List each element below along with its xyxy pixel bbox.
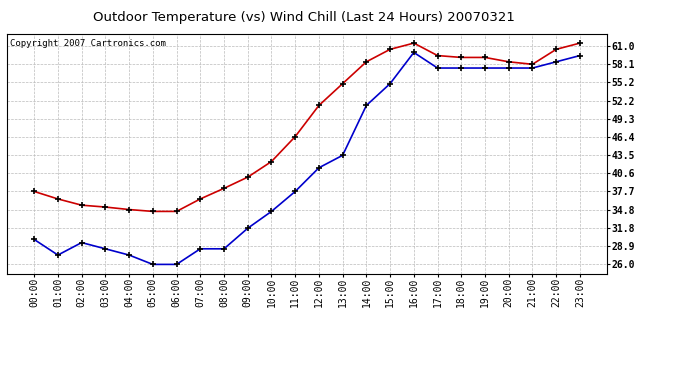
Text: Outdoor Temperature (vs) Wind Chill (Last 24 Hours) 20070321: Outdoor Temperature (vs) Wind Chill (Las… [92,11,515,24]
Text: Copyright 2007 Cartronics.com: Copyright 2007 Cartronics.com [10,39,166,48]
